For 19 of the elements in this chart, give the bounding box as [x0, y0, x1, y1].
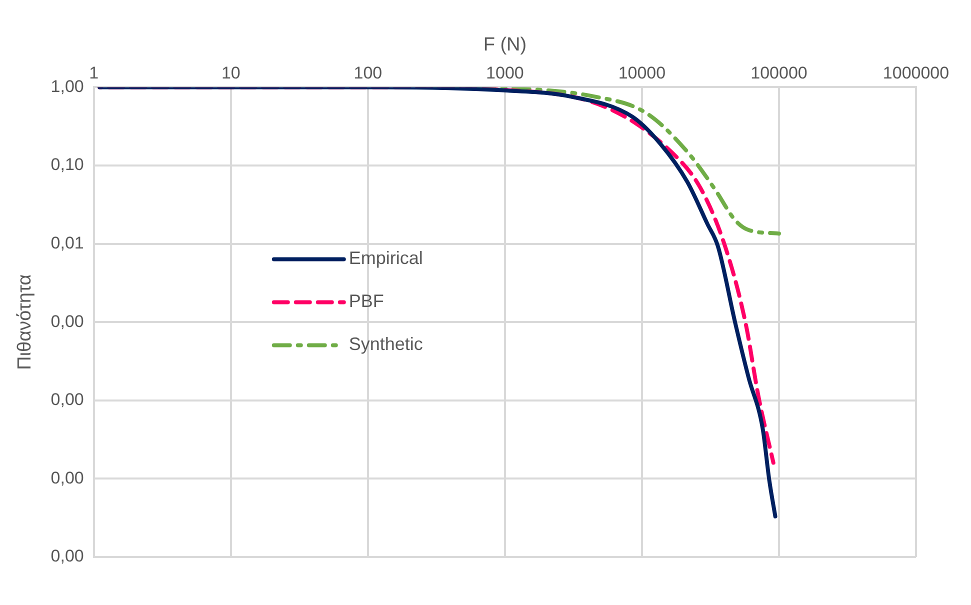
x-tick-label: 100000 [750, 64, 808, 83]
x-tick-label: 10000 [618, 64, 666, 83]
legend-label: Empirical [348, 248, 423, 268]
x-axis-title: F (N) [483, 34, 527, 56]
x-tick-label: 1 [89, 64, 99, 83]
y-tick-label: 0,10 [50, 155, 84, 174]
y-tick-label: 1,00 [50, 76, 84, 96]
y-tick-label: 0,00 [50, 546, 84, 566]
y-tick-label: 0,00 [50, 390, 84, 410]
x-tick-label: 100 [354, 64, 382, 83]
x-tick-label: 1000000 [882, 64, 950, 83]
y-tick-label: 0,00 [50, 312, 84, 331]
x-tick-label: 1000 [486, 64, 524, 83]
legend-label: PBF [348, 291, 384, 312]
x-tick-label: 10 [221, 64, 240, 83]
y-tick-label: 0,01 [50, 233, 84, 252]
legend-label: Synthetic [348, 334, 423, 354]
y-axis-title: Πιθανότητα [14, 274, 36, 370]
y-tick-label: 0,00 [50, 468, 84, 488]
